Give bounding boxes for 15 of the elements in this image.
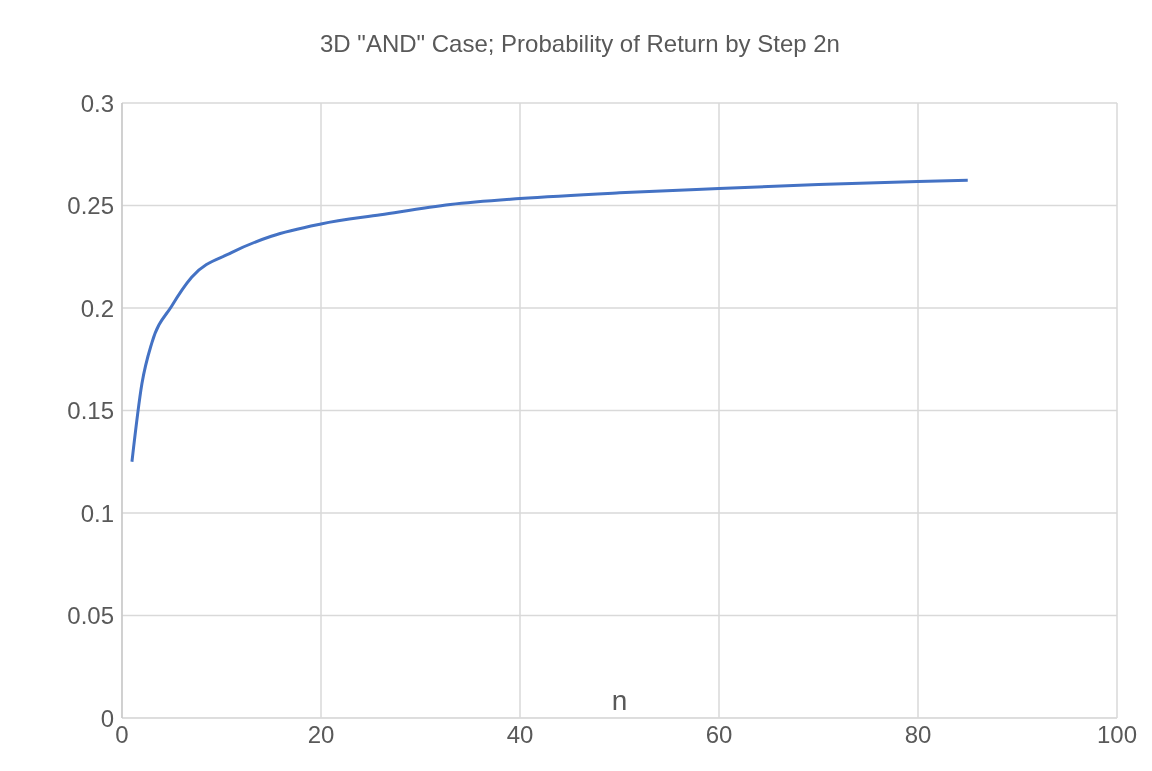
y-tick-label: 0.15	[67, 397, 114, 425]
x-tick-label: 80	[904, 721, 932, 749]
x-tick-label: 40	[506, 721, 534, 749]
line-series	[130, 178, 970, 464]
y-tick-label: 0.25	[67, 192, 114, 220]
y-tick-label: 0.3	[80, 89, 114, 117]
x-tick-label: 60	[705, 721, 733, 749]
chart-title: 3D "AND" Case; Probability of Return by Step 2n	[319, 30, 841, 58]
x-tick-label: 20	[307, 721, 335, 749]
x-axis-title: n	[611, 685, 628, 716]
y-tick-label: 0.1	[80, 499, 114, 527]
y-tick-label: 0.2	[80, 294, 114, 322]
y-tick-label: 0	[100, 704, 114, 732]
x-tick-label: 100	[1096, 721, 1138, 749]
y-tick-label: 0.05	[67, 602, 114, 630]
